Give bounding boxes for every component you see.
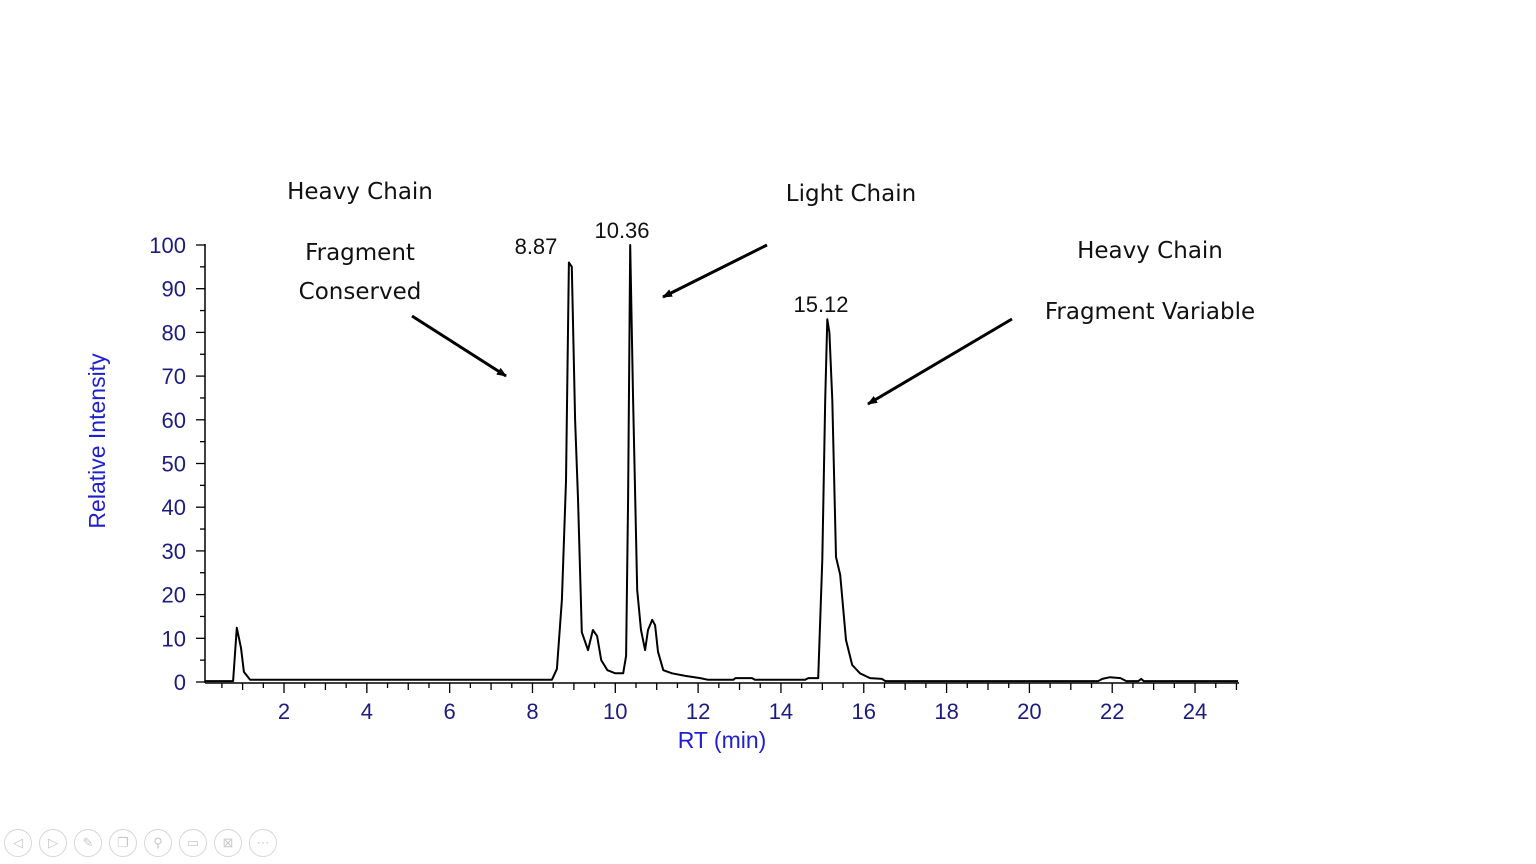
x-tick-label: 10 (603, 699, 627, 724)
y-axis-title: Relative Intensity (84, 353, 110, 529)
arrow-light-chain (662, 243, 768, 299)
x-tick-label: 24 (1183, 699, 1207, 724)
x-tick-label: 4 (361, 699, 373, 724)
slideshow-toolbar: ◁ ▷ ✎ ❐ ⚲ ▭ ⊠ ⋯ (4, 829, 277, 857)
x-axis-ticks: 2 4 6 8 10 12 14 16 18 20 22 24 (221, 683, 1238, 724)
camera-off-icon[interactable]: ⊠ (214, 829, 242, 857)
annotation-fragment-variable: Fragment Variable (1045, 299, 1255, 325)
y-tick-label: 70 (162, 364, 186, 389)
chromatogram-trace (205, 244, 1239, 683)
pen-icon[interactable]: ✎ (74, 829, 102, 857)
x-tick-label: 2 (278, 699, 290, 724)
subtitles-icon[interactable]: ▭ (179, 829, 207, 857)
peak-label-10.36: 10.36 (594, 218, 649, 243)
next-icon[interactable]: ▷ (39, 829, 67, 857)
y-tick-label: 60 (162, 408, 186, 433)
y-tick-label: 10 (162, 626, 186, 651)
peak-label-15.12: 15.12 (793, 292, 848, 317)
annotation-conserved: Conserved (299, 279, 422, 305)
x-axis-title: RT (min) (678, 727, 767, 753)
annotation-fragment: Fragment (305, 240, 415, 266)
y-axis-ticks: 0 10 20 30 40 50 60 70 80 90 100 (149, 233, 205, 695)
arrow-conserved (411, 314, 507, 378)
y-tick-label: 100 (149, 233, 186, 258)
x-tick-label: 12 (686, 699, 710, 724)
peak-label-8.87: 8.87 (515, 234, 558, 259)
more-icon[interactable]: ⋯ (249, 829, 277, 857)
x-tick-label: 18 (934, 699, 958, 724)
x-tick-label: 6 (444, 699, 456, 724)
x-tick-label: 22 (1100, 699, 1124, 724)
y-tick-label: 90 (162, 277, 186, 302)
x-tick-label: 16 (852, 699, 876, 724)
x-tick-label: 14 (769, 699, 793, 724)
x-tick-label: 20 (1017, 699, 1041, 724)
arrow-variable (867, 317, 1013, 406)
y-tick-label: 30 (162, 539, 186, 564)
y-tick-label: 80 (162, 320, 186, 345)
previous-icon[interactable]: ◁ (4, 829, 32, 857)
y-tick-label: 40 (162, 495, 186, 520)
y-tick-label: 20 (162, 583, 186, 608)
annotation-heavy-chain-conserved-title: Heavy Chain (287, 179, 433, 205)
annotation-heavy-chain-variable-title: Heavy Chain (1077, 238, 1223, 264)
y-tick-label: 50 (162, 452, 186, 477)
x-tick-label: 8 (526, 699, 538, 724)
slides-icon[interactable]: ❐ (109, 829, 137, 857)
annotation-light-chain: Light Chain (786, 181, 916, 207)
zoom-icon[interactable]: ⚲ (144, 829, 172, 857)
y-tick-label: 0 (174, 670, 186, 695)
